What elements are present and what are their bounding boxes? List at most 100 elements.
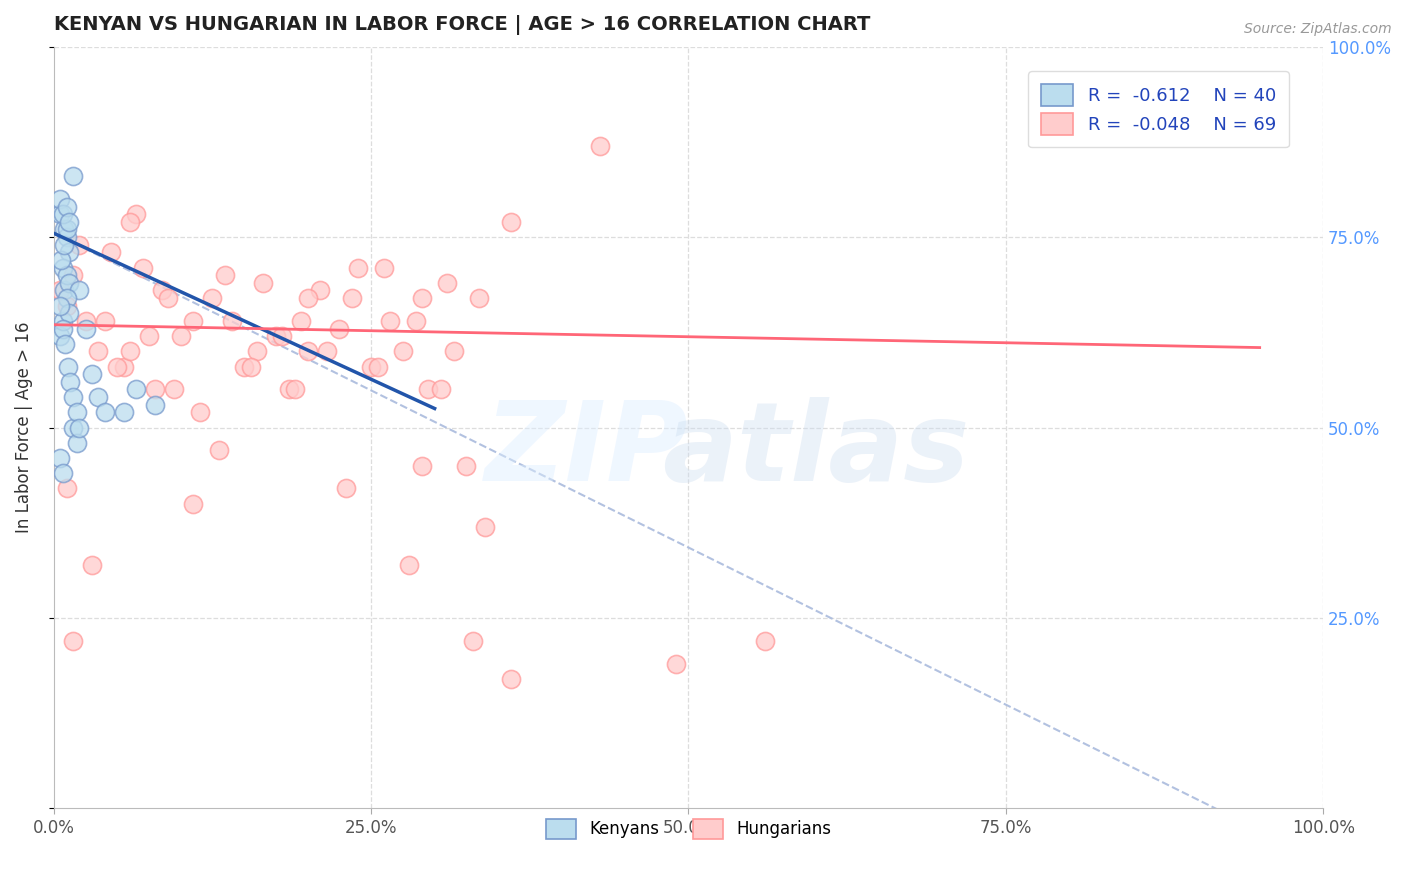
Text: KENYAN VS HUNGARIAN IN LABOR FORCE | AGE > 16 CORRELATION CHART: KENYAN VS HUNGARIAN IN LABOR FORCE | AGE… bbox=[53, 15, 870, 35]
Point bbox=[49, 207, 72, 221]
Point bbox=[665, 657, 688, 671]
Text: atlas: atlas bbox=[662, 397, 969, 504]
Point bbox=[252, 276, 274, 290]
Point bbox=[347, 260, 370, 275]
Point bbox=[80, 368, 103, 382]
Y-axis label: In Labor Force | Age > 16: In Labor Force | Age > 16 bbox=[15, 322, 32, 533]
Point bbox=[58, 215, 80, 229]
Point bbox=[67, 237, 90, 252]
Point bbox=[297, 344, 319, 359]
Point bbox=[430, 383, 453, 397]
Point bbox=[80, 558, 103, 572]
Point bbox=[49, 192, 72, 206]
Point bbox=[93, 405, 115, 419]
Point bbox=[49, 450, 72, 465]
Point bbox=[405, 314, 427, 328]
Point bbox=[340, 291, 363, 305]
Point bbox=[66, 405, 89, 419]
Point bbox=[55, 299, 77, 313]
Point bbox=[398, 558, 420, 572]
Point bbox=[183, 314, 205, 328]
Point bbox=[49, 299, 72, 313]
Point bbox=[239, 359, 262, 374]
Text: Source: ZipAtlas.com: Source: ZipAtlas.com bbox=[1244, 22, 1392, 37]
Point bbox=[66, 435, 89, 450]
Point bbox=[112, 405, 135, 419]
Point bbox=[52, 314, 75, 328]
Point bbox=[588, 138, 610, 153]
Point bbox=[360, 359, 382, 374]
Legend: Kenyans, Hungarians: Kenyans, Hungarians bbox=[540, 812, 838, 846]
Point bbox=[418, 383, 440, 397]
Point bbox=[366, 359, 388, 374]
Point bbox=[55, 222, 77, 236]
Text: ZIP: ZIP bbox=[485, 397, 689, 504]
Point bbox=[100, 245, 122, 260]
Point bbox=[754, 633, 776, 648]
Point bbox=[284, 383, 307, 397]
Point bbox=[163, 383, 186, 397]
Point bbox=[56, 359, 79, 374]
Point bbox=[52, 260, 75, 275]
Point bbox=[52, 207, 75, 221]
Point bbox=[51, 252, 73, 267]
Point bbox=[335, 482, 357, 496]
Point bbox=[53, 237, 76, 252]
Point bbox=[138, 329, 160, 343]
Point bbox=[392, 344, 415, 359]
Point bbox=[380, 314, 402, 328]
Point bbox=[499, 215, 522, 229]
Point bbox=[271, 329, 294, 343]
Point bbox=[411, 458, 433, 473]
Point bbox=[67, 420, 90, 434]
Point bbox=[290, 314, 312, 328]
Point bbox=[150, 284, 173, 298]
Point bbox=[75, 321, 97, 335]
Point bbox=[201, 291, 224, 305]
Point bbox=[53, 222, 76, 236]
Point bbox=[53, 284, 76, 298]
Point bbox=[53, 336, 76, 351]
Point bbox=[49, 329, 72, 343]
Point bbox=[315, 344, 337, 359]
Point bbox=[125, 207, 148, 221]
Point bbox=[436, 276, 458, 290]
Point bbox=[59, 375, 82, 389]
Point bbox=[58, 245, 80, 260]
Point bbox=[62, 390, 84, 404]
Point bbox=[145, 383, 167, 397]
Point bbox=[93, 314, 115, 328]
Point bbox=[112, 359, 135, 374]
Point bbox=[499, 672, 522, 686]
Point bbox=[49, 284, 72, 298]
Point bbox=[443, 344, 465, 359]
Point bbox=[468, 291, 491, 305]
Point bbox=[297, 291, 319, 305]
Point bbox=[52, 467, 75, 481]
Point bbox=[373, 260, 395, 275]
Point bbox=[246, 344, 269, 359]
Point bbox=[131, 260, 153, 275]
Point bbox=[157, 291, 180, 305]
Point bbox=[125, 383, 148, 397]
Point bbox=[118, 344, 141, 359]
Point bbox=[474, 519, 496, 533]
Point bbox=[55, 482, 77, 496]
Point bbox=[221, 314, 243, 328]
Point bbox=[75, 314, 97, 328]
Point bbox=[188, 405, 211, 419]
Point bbox=[456, 458, 478, 473]
Point bbox=[62, 268, 84, 283]
Point bbox=[55, 291, 77, 305]
Point bbox=[461, 633, 484, 648]
Point bbox=[233, 359, 256, 374]
Point bbox=[55, 230, 77, 244]
Point bbox=[118, 215, 141, 229]
Point bbox=[87, 390, 110, 404]
Point bbox=[145, 398, 167, 412]
Point bbox=[58, 276, 80, 290]
Point bbox=[411, 291, 433, 305]
Point bbox=[87, 344, 110, 359]
Point bbox=[105, 359, 128, 374]
Point bbox=[214, 268, 236, 283]
